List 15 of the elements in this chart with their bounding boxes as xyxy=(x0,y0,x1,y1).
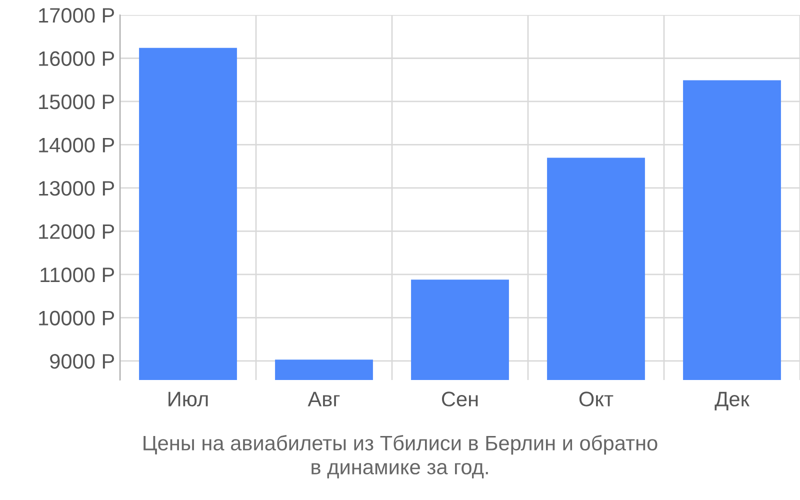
x-tick-label: Авг xyxy=(308,392,340,406)
y-tick-label: 16000 Р xyxy=(39,51,114,66)
y-tick-label: 9000 Р xyxy=(50,354,114,369)
x-tick-label: Июл xyxy=(168,392,208,406)
text: Цены на авиабилеты из Тбилиси в Берлин и обратно в динамике за год. xyxy=(144,435,658,478)
y-tick-label: 17000 Р xyxy=(39,8,114,23)
x-tick-label: Сен xyxy=(442,392,478,406)
y-tick-label: 15000 Р xyxy=(39,94,114,110)
x-tick-label: Дек xyxy=(714,392,750,410)
x-tick-label: Окт xyxy=(579,392,614,406)
y-tick-label: 14000 Р xyxy=(39,138,114,152)
y-tick-label: 13000 Р xyxy=(39,180,114,196)
y-tick-label: 12000 Р xyxy=(39,224,114,239)
y-tick-label: 10000 Р xyxy=(39,310,114,326)
y-tick-label: 11000 Р xyxy=(40,267,114,282)
